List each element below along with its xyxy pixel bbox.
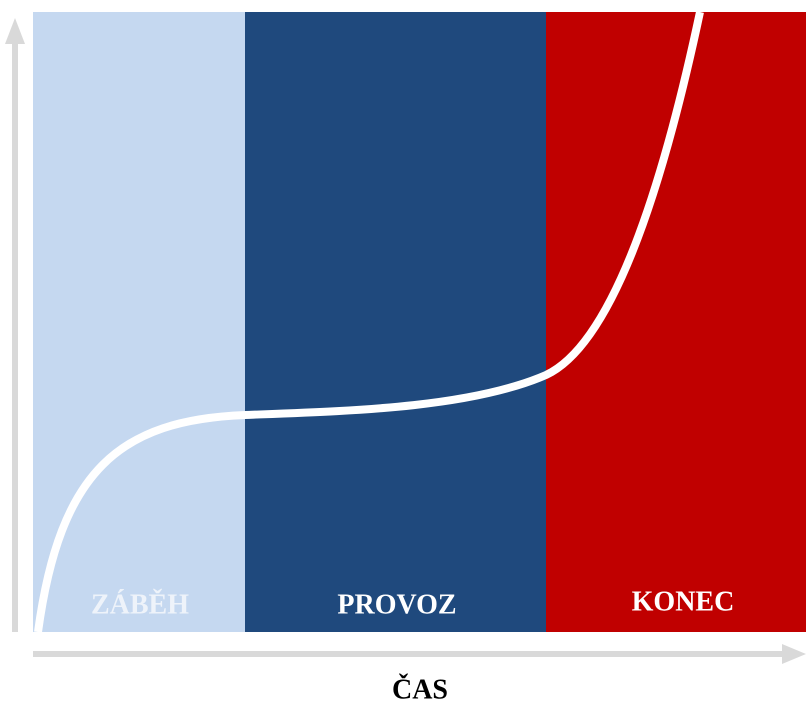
zone-label: ZÁBĚH: [91, 589, 189, 620]
curve: [34, 11, 704, 633]
zone-label: PROVOZ: [337, 589, 456, 620]
x-axis-arrow: [782, 644, 806, 664]
y-axis-arrow: [5, 18, 25, 44]
x-axis-label: ČAS: [392, 674, 448, 705]
zone-start: [33, 12, 245, 632]
zone-label: KONEC: [632, 586, 735, 617]
zone-operation: [245, 12, 546, 632]
